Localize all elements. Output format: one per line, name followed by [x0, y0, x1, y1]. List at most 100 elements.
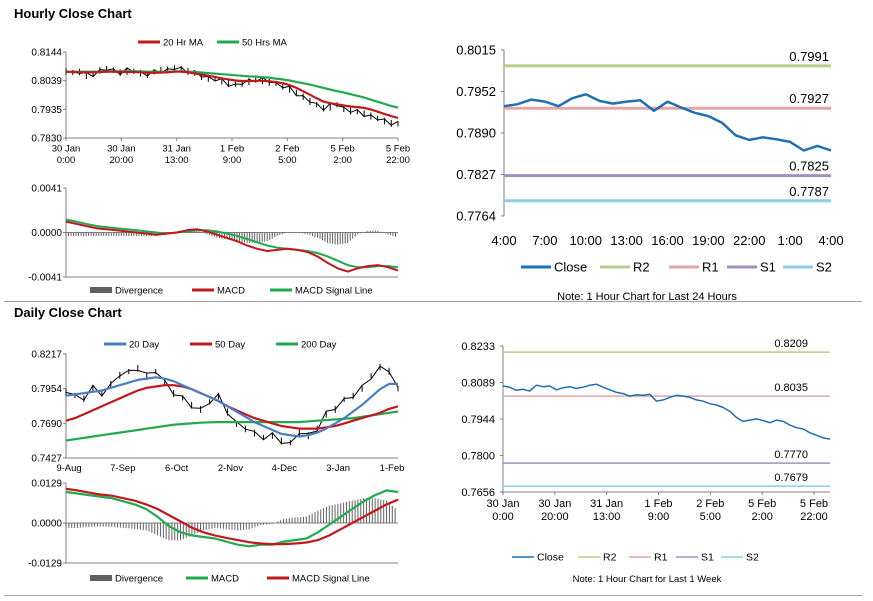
close24-ytick-label: 0.7890: [456, 126, 496, 141]
weekly-xtick-label: 0:00: [492, 511, 513, 523]
daily-macd-ytick-label: -0.0129: [28, 559, 62, 570]
weekly-level-label: 0.7679: [774, 472, 808, 484]
hourly-price-xtick-label: 5 Feb: [331, 144, 355, 155]
daily-price-xtick-label: 2-Nov: [218, 463, 244, 474]
hourly-ma50-line: [66, 70, 399, 109]
hourly-macd-ytick-label: -0.0041: [28, 273, 62, 284]
close24-level-label: 0.7991: [789, 49, 829, 64]
weekly-xtick-label: 1 Feb: [644, 498, 672, 510]
close24-ytick-label: 0.7764: [456, 209, 496, 224]
weekly-level-label: 0.8035: [774, 382, 808, 394]
daily-macd-ytick-label: 0.0129: [31, 479, 62, 490]
close24-xtick-label: 13:00: [610, 233, 643, 248]
hourly-price-xtick-label: 31 Jan: [162, 144, 191, 155]
weekly-note: Note: 1 Hour Chart for Last 1 Week: [573, 574, 722, 585]
close24-xtick-label: 4:00: [818, 233, 843, 248]
hourly-price-xtick-label: 2 Feb: [275, 144, 299, 155]
hourly-macd-line: [65, 220, 399, 273]
weekly-xtick-label: 2:00: [751, 511, 772, 523]
close24-xtick-label: 10:00: [569, 233, 602, 248]
weekly-xtick-label: 20:00: [541, 511, 569, 523]
hourly-price-xtick-label: 20:00: [109, 155, 133, 166]
weekly-legend-r1-label: R1: [654, 552, 668, 564]
weekly-xtick-label: 5 Feb: [748, 498, 776, 510]
close24-level-label: 0.7787: [789, 184, 829, 199]
close24-xtick-label: 7:00: [532, 233, 557, 248]
legend-200-day-label: 200 Day: [301, 339, 337, 350]
price-line: [65, 66, 399, 126]
weekly-close-line: [502, 383, 831, 440]
hourly-price-xtick-label: 1 Feb: [220, 144, 244, 155]
weekly-level-label: 0.8209: [774, 338, 808, 350]
daily-price-series: [65, 363, 399, 446]
hourly-price-xtick-label: 0:00: [57, 155, 76, 166]
close24-legend-r2-label: R2: [633, 260, 650, 275]
close24-legend-r1-label: R1: [702, 260, 719, 275]
daily-price-xtick-label: 6-Oct: [165, 463, 189, 474]
hourly-price-ytick-label: 0.8039: [31, 76, 62, 87]
hourly-price-ytick-label: 0.7830: [31, 134, 62, 145]
close24-xtick-label: 16:00: [651, 233, 684, 248]
close24-ytick-label: 0.7952: [456, 84, 496, 99]
close24-note: Note: 1 Hour Chart for Last 24 Hours: [557, 291, 737, 303]
close24-ytick-label: 0.7827: [456, 167, 496, 182]
daily-macd-line: [65, 489, 399, 548]
hourly-section-title: Hourly Close Chart: [14, 6, 132, 21]
hourly-price-xtick-label: 30 Jan: [107, 144, 136, 155]
close24-xtick-label: 4:00: [491, 233, 516, 248]
price-line: [65, 365, 399, 445]
daily-price-ytick-label: 0.7954: [31, 384, 62, 395]
daily-signal-line: [65, 487, 399, 546]
weekly-xtick-label: 2 Feb: [696, 498, 724, 510]
hourly-macd-ytick-label: 0.0000: [31, 228, 62, 239]
legend-daily-macd-label: MACD: [211, 573, 239, 584]
weekly-ytick-label: 0.7944: [461, 414, 495, 426]
section-divider: [4, 301, 862, 302]
daily-price-xtick-label: 9-Aug: [56, 463, 81, 474]
hourly-price-ytick-label: 0.8144: [31, 48, 62, 59]
weekly-xtick-label: 22:00: [800, 511, 828, 523]
weekly-ytick-label: 0.7656: [461, 487, 495, 499]
daily-price-ytick-label: 0.8217: [31, 350, 62, 361]
weekly-xtick-label: 5 Feb: [800, 498, 828, 510]
close24-xtick-label: 22:00: [733, 233, 766, 248]
close24-ytick-label: 0.8015: [456, 43, 496, 58]
close24-level-label: 0.7927: [789, 91, 829, 106]
legend-20hr-ma-label: 20 Hr MA: [163, 37, 204, 48]
legend-macd-label: MACD: [217, 285, 245, 296]
hourly-price-xtick-label: 22:00: [386, 155, 410, 166]
legend-divergence-swatch: [90, 287, 112, 293]
weekly-xtick-label: 30 Jan: [538, 498, 571, 510]
hourly-price-xtick-label: 9:00: [223, 155, 242, 166]
weekly-ytick-label: 0.8089: [461, 377, 495, 389]
daily-price-ytick-label: 0.7427: [31, 454, 62, 465]
legend-daily-signal-label: MACD Signal Line: [292, 573, 370, 584]
daily-price-xtick-label: 3-Jan: [326, 463, 350, 474]
weekly-ytick-label: 0.8233: [461, 341, 495, 353]
hourly-price-ytick-label: 0.7935: [31, 105, 62, 116]
daily-macd-ytick-label: 0.0000: [31, 519, 62, 530]
weekly-legend-s2-label: S2: [746, 552, 759, 564]
daily-price-xtick-label: 1-Feb: [380, 463, 405, 474]
daily-price-ytick-label: 0.7690: [31, 419, 62, 430]
daily-price-xtick-label: 4-Dec: [272, 463, 298, 474]
hourly-price-xtick-label: 13:00: [165, 155, 189, 166]
weekly-legend-close-label: Close: [537, 552, 564, 564]
weekly-xtick-label: 5:00: [700, 511, 721, 523]
weekly-xtick-label: 9:00: [648, 511, 669, 523]
close24-legend-s1-label: S1: [760, 260, 776, 275]
legend-50hrs-ma-label: 50 Hrs MA: [242, 37, 288, 48]
close24-close-line: [503, 93, 832, 152]
daily-section-title: Daily Close Chart: [14, 305, 122, 320]
hourly-price-xtick-label: 5 Feb: [386, 144, 410, 155]
hourly-ma20-line: [65, 70, 399, 120]
daily-divergence: [65, 498, 396, 541]
close24-xtick-label: 1:00: [777, 233, 802, 248]
weekly-legend-s1-label: S1: [701, 552, 714, 564]
legend-20-day-label: 20 Day: [129, 339, 159, 350]
legend-macd-signal-label: MACD Signal Line: [295, 285, 373, 296]
weekly-xtick-label: 13:00: [593, 511, 621, 523]
weekly-legend-r2-label: R2: [603, 552, 617, 564]
legend-daily-divergence-swatch: [90, 575, 112, 581]
